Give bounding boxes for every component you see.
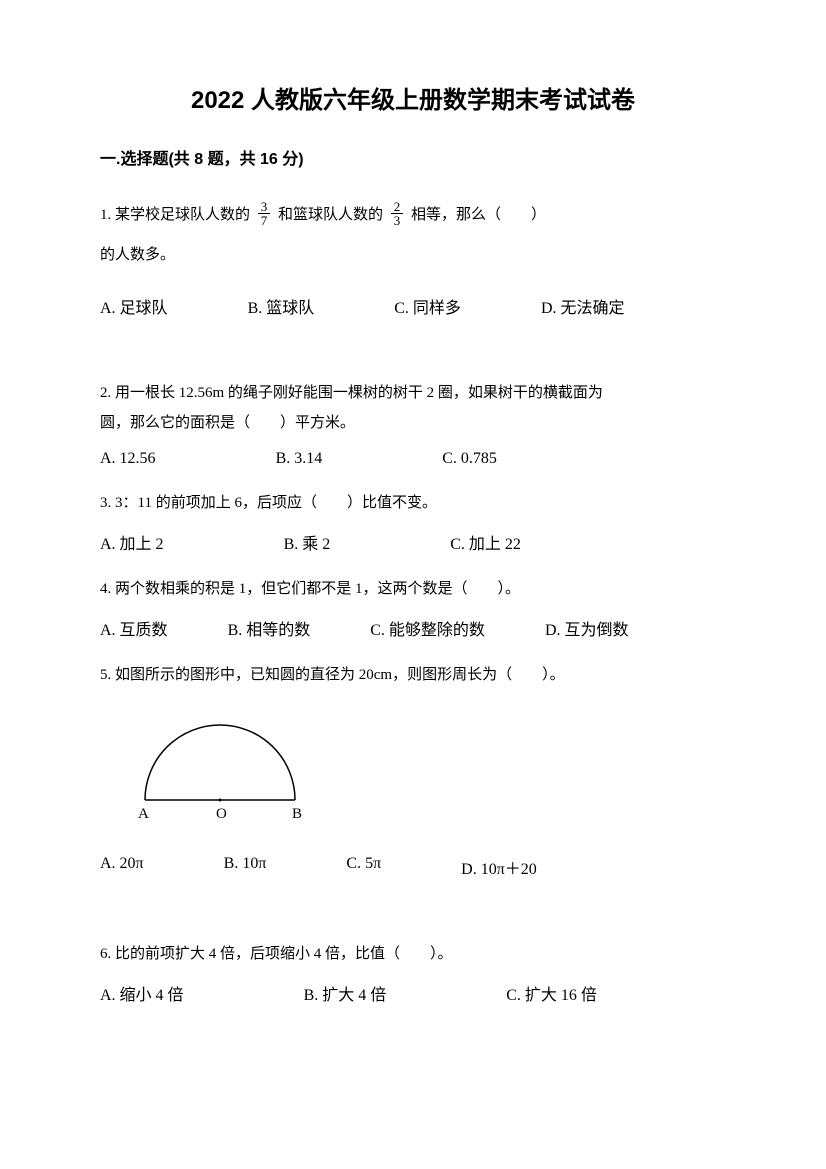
q6-option-a: A. 缩小 4 倍 bbox=[100, 981, 184, 1005]
q2-option-b: B. 3.14 bbox=[276, 450, 323, 468]
q3-option-c: C. 加上 22 bbox=[450, 530, 521, 554]
label-b: B bbox=[292, 806, 302, 822]
q6-option-b: B. 扩大 4 倍 bbox=[304, 981, 387, 1005]
label-o: O bbox=[216, 806, 227, 822]
section-1-header: 一.选择题(共 8 题，共 16 分) bbox=[100, 145, 726, 169]
q1-part3: 相等，那么（ ） bbox=[411, 207, 546, 223]
q6-text: 6. 比的前项扩大 4 倍，后项缩小 4 倍，比值（ ）。 bbox=[100, 939, 726, 969]
q2-options: A. 12.56 B. 3.14 C. 0.785 bbox=[100, 450, 726, 468]
q6-options: A. 缩小 4 倍 B. 扩大 4 倍 C. 扩大 16 倍 bbox=[100, 981, 726, 1005]
q1-line2: 的人数多。 bbox=[100, 240, 726, 270]
q5-option-b: B. 10π bbox=[224, 855, 267, 879]
q3-text: 3. 3：11 的前项加上 6，后项应（ ）比值不变。 bbox=[100, 488, 726, 518]
q3-options: A. 加上 2 B. 乘 2 C. 加上 22 bbox=[100, 530, 726, 554]
q2-line1: 2. 用一根长 12.56m 的绳子刚好能围一棵树的树干 2 圈，如果树干的横截… bbox=[100, 378, 726, 408]
q1-options: A. 足球队 B. 篮球队 C. 同样多 D. 无法确定 bbox=[100, 294, 726, 318]
semicircle-arc bbox=[145, 725, 295, 800]
q2-line2: 圆，那么它的面积是（ ）平方米。 bbox=[100, 408, 726, 438]
q5-option-a: A. 20π bbox=[100, 855, 144, 879]
q1-option-a: A. 足球队 bbox=[100, 294, 168, 318]
center-point bbox=[219, 799, 222, 802]
q4-option-a: A. 互质数 bbox=[100, 616, 168, 640]
q1-part2: 和篮球队人数的 bbox=[278, 207, 383, 223]
q3-option-b: B. 乘 2 bbox=[284, 530, 331, 554]
semicircle-figure: A O B bbox=[120, 710, 726, 835]
question-5: 5. 如图所示的图形中，已知圆的直径为 20cm，则图形周长为（ ）。 bbox=[100, 660, 726, 690]
q3-option-a: A. 加上 2 bbox=[100, 530, 164, 554]
q4-options: A. 互质数 B. 相等的数 C. 能够整除的数 D. 互为倒数 bbox=[100, 616, 726, 640]
q4-option-d: D. 互为倒数 bbox=[545, 616, 629, 640]
q2-option-c: C. 0.785 bbox=[442, 450, 497, 468]
semicircle-svg: A O B bbox=[120, 710, 320, 830]
q4-option-b: B. 相等的数 bbox=[228, 616, 311, 640]
question-2: 2. 用一根长 12.56m 的绳子刚好能围一棵树的树干 2 圈，如果树干的横截… bbox=[100, 378, 726, 438]
q4-text: 4. 两个数相乘的积是 1，但它们都不是 1，这两个数是（ ）。 bbox=[100, 574, 726, 604]
fraction-3-7: 3 7 bbox=[258, 200, 271, 227]
question-4: 4. 两个数相乘的积是 1，但它们都不是 1，这两个数是（ ）。 bbox=[100, 574, 726, 604]
q6-option-c: C. 扩大 16 倍 bbox=[506, 981, 597, 1005]
q1-option-b: B. 篮球队 bbox=[248, 294, 315, 318]
q1-part1: 1. 某学校足球队人数的 bbox=[100, 207, 250, 223]
q1-option-c: C. 同样多 bbox=[394, 294, 461, 318]
q4-option-c: C. 能够整除的数 bbox=[370, 616, 485, 640]
fraction-2-3: 2 3 bbox=[391, 200, 404, 227]
q5-text: 5. 如图所示的图形中，已知圆的直径为 20cm，则图形周长为（ ）。 bbox=[100, 660, 726, 690]
question-3: 3. 3：11 的前项加上 6，后项应（ ）比值不变。 bbox=[100, 488, 726, 518]
question-1: 1. 某学校足球队人数的 3 7 和篮球队人数的 2 3 相等，那么（ ） 的人… bbox=[100, 199, 726, 270]
q2-option-a: A. 12.56 bbox=[100, 450, 156, 468]
q5-option-d: D. 10π＋20 bbox=[461, 855, 537, 879]
q1-option-d: D. 无法确定 bbox=[541, 294, 625, 318]
label-a: A bbox=[138, 806, 149, 822]
q5-option-c: C. 5π bbox=[346, 855, 381, 879]
question-6: 6. 比的前项扩大 4 倍，后项缩小 4 倍，比值（ ）。 bbox=[100, 939, 726, 969]
q5-options: A. 20π B. 10π C. 5π D. 10π＋20 bbox=[100, 855, 726, 879]
exam-title: 2022 人教版六年级上册数学期末考试试卷 bbox=[100, 80, 726, 115]
